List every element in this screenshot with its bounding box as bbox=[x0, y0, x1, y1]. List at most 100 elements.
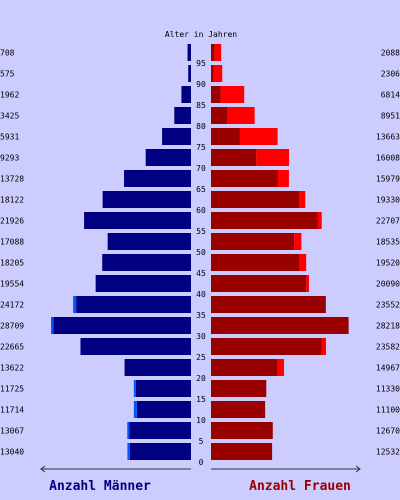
women-bar bbox=[211, 212, 318, 229]
age-tick-label: 50 bbox=[196, 248, 206, 257]
men-count-label: 17088 bbox=[0, 238, 24, 247]
women-count-label: 19330 bbox=[376, 196, 400, 205]
age-tick-label: 95 bbox=[196, 59, 206, 68]
women-excess-bar bbox=[299, 191, 306, 208]
women-bar bbox=[211, 233, 295, 250]
age-tick-label: 30 bbox=[196, 332, 206, 341]
age-tick-label: 85 bbox=[196, 101, 206, 110]
women-count-label: 12532 bbox=[376, 448, 400, 457]
labels-layer: 13040 12532 0 13067 12670 5 11714 11100 10 11725 1… bbox=[0, 49, 400, 468]
women-excess-bar bbox=[299, 254, 307, 271]
men-bar bbox=[80, 338, 191, 355]
men-excess-bar bbox=[73, 296, 77, 313]
age-tick-label: 40 bbox=[196, 290, 206, 299]
men-count-label: 21926 bbox=[0, 217, 24, 226]
women-bar bbox=[211, 359, 278, 376]
men-excess-bar bbox=[127, 422, 130, 439]
age-tick-label: 80 bbox=[196, 122, 206, 131]
men-count-label: 1962 bbox=[0, 91, 19, 100]
men-count-label: 24172 bbox=[0, 301, 24, 310]
women-bar bbox=[211, 86, 221, 103]
men-bar bbox=[135, 380, 191, 397]
age-tick-label: 35 bbox=[196, 311, 206, 320]
women-bar bbox=[211, 296, 326, 313]
women-excess-bar bbox=[277, 170, 289, 187]
men-bar bbox=[102, 254, 191, 271]
legend-men: Anzahl Männer bbox=[49, 479, 151, 494]
age-tick-label: 15 bbox=[196, 395, 206, 404]
women-count-label: 20090 bbox=[376, 280, 400, 289]
men-bar bbox=[174, 107, 191, 124]
age-tick-label: 90 bbox=[196, 80, 206, 89]
women-bar bbox=[211, 317, 349, 334]
women-excess-bar bbox=[321, 338, 326, 355]
men-bar bbox=[102, 191, 191, 208]
men-count-label: 3425 bbox=[0, 112, 19, 121]
bars-layer bbox=[51, 44, 349, 460]
women-excess-bar bbox=[220, 86, 245, 103]
men-count-label: 11725 bbox=[0, 385, 24, 394]
men-count-label: 11714 bbox=[0, 406, 24, 415]
women-count-label: 2088 bbox=[381, 49, 400, 58]
men-count-label: 18205 bbox=[0, 259, 24, 268]
men-count-label: 9293 bbox=[0, 154, 19, 163]
women-count-label: 15979 bbox=[376, 175, 400, 184]
men-count-label: 5931 bbox=[0, 133, 19, 142]
age-tick-label: 5 bbox=[199, 437, 204, 446]
women-excess-bar bbox=[317, 212, 322, 229]
age-tick-label: 45 bbox=[196, 269, 206, 278]
men-excess-bar bbox=[133, 401, 137, 418]
men-count-label: 13622 bbox=[0, 364, 24, 373]
women-excess-bar bbox=[294, 233, 302, 250]
men-count-label: 13067 bbox=[0, 427, 24, 436]
women-excess-bar bbox=[277, 359, 284, 376]
men-bar bbox=[129, 443, 191, 460]
women-count-label: 16008 bbox=[376, 154, 400, 163]
men-excess-bar bbox=[127, 443, 130, 460]
men-count-label: 13728 bbox=[0, 175, 24, 184]
women-bar bbox=[211, 443, 273, 460]
women-bar bbox=[211, 65, 214, 82]
women-count-label: 19520 bbox=[376, 259, 400, 268]
women-bar bbox=[211, 254, 300, 271]
men-count-label: 708 bbox=[0, 49, 15, 58]
men-bar bbox=[124, 359, 191, 376]
women-count-label: 11330 bbox=[376, 385, 400, 394]
age-tick-label: 0 bbox=[199, 458, 204, 467]
women-bar bbox=[211, 170, 278, 187]
women-excess-bar bbox=[256, 149, 290, 166]
men-bar bbox=[124, 170, 191, 187]
men-bar bbox=[107, 233, 191, 250]
women-excess-bar bbox=[227, 107, 255, 124]
women-bar bbox=[211, 401, 266, 418]
women-count-label: 6814 bbox=[381, 91, 400, 100]
men-bar bbox=[76, 296, 191, 313]
men-count-label: 18122 bbox=[0, 196, 24, 205]
men-bar bbox=[129, 422, 191, 439]
men-bar bbox=[136, 401, 191, 418]
women-bar bbox=[211, 275, 307, 292]
women-excess-bar bbox=[306, 275, 309, 292]
men-excess-bar bbox=[133, 380, 136, 397]
age-tick-label: 55 bbox=[196, 227, 206, 236]
men-bar bbox=[188, 65, 191, 82]
men-count-label: 28709 bbox=[0, 322, 24, 331]
men-bar bbox=[53, 317, 191, 334]
men-count-label: 19554 bbox=[0, 280, 24, 289]
women-count-label: 23552 bbox=[376, 301, 400, 310]
women-excess-bar bbox=[213, 65, 223, 82]
men-bar bbox=[181, 86, 191, 103]
women-bar bbox=[211, 338, 322, 355]
women-bar bbox=[211, 44, 215, 61]
age-tick-label: 25 bbox=[196, 353, 206, 362]
women-count-label: 2306 bbox=[381, 70, 400, 79]
women-count-label: 23582 bbox=[376, 343, 400, 352]
women-bar bbox=[211, 128, 240, 145]
men-excess-bar bbox=[51, 317, 54, 334]
women-count-label: 14967 bbox=[376, 364, 400, 373]
women-count-label: 8951 bbox=[381, 112, 400, 121]
women-bar bbox=[211, 107, 228, 124]
women-excess-bar bbox=[214, 44, 222, 61]
women-bar bbox=[211, 191, 300, 208]
men-bar bbox=[162, 128, 191, 145]
